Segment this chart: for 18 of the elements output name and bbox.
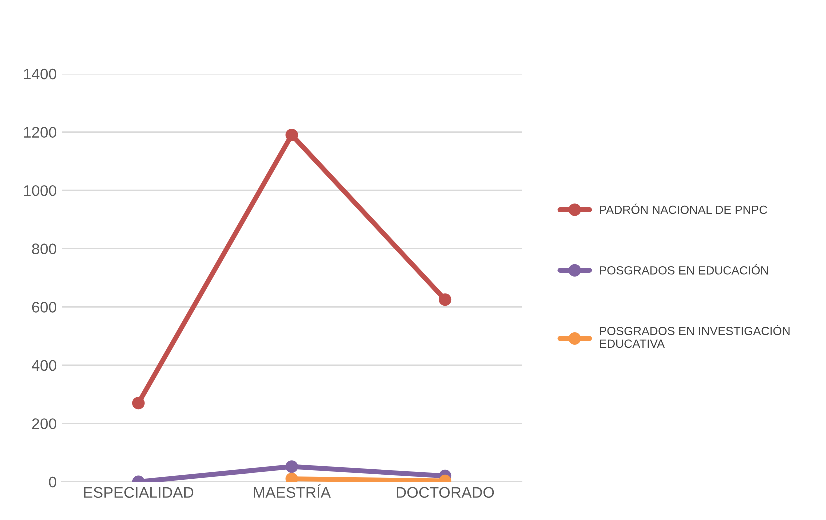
x-tick-label: MAESTRÍA <box>254 484 332 498</box>
x-tick-label: ESPECIALIDAD <box>84 487 194 498</box>
y-tick-label: 1000 <box>24 185 57 196</box>
point <box>286 460 298 474</box>
y-tick-label: 600 <box>32 302 57 313</box>
legend-label: POSGRADOS EN INVESTIGACIÓN EDUCATIVA <box>600 325 790 348</box>
y-tick-label: 800 <box>32 244 57 255</box>
x-tick-label: DOCTORADO <box>397 487 494 498</box>
y-tick-label: 0 <box>49 476 57 488</box>
legend-label: PADRÓN NACIONAL DE PNPC <box>600 204 768 214</box>
legend-label: POSGRADOS EN EDUCACIÓN <box>600 264 768 275</box>
point <box>439 294 452 306</box>
y-tick-label: 1400 <box>24 68 57 80</box>
point <box>132 397 145 410</box>
point <box>286 128 298 142</box>
y-tick-label: 400 <box>32 360 57 372</box>
y-tick-label: 1200 <box>24 127 57 138</box>
y-tick-label: 200 <box>32 418 57 430</box>
